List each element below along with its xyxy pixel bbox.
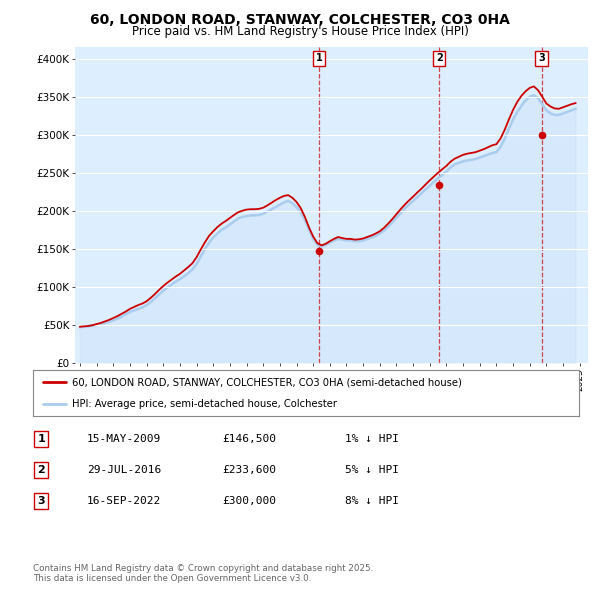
Text: 1: 1 xyxy=(316,53,323,63)
Text: 60, LONDON ROAD, STANWAY, COLCHESTER, CO3 0HA (semi-detached house): 60, LONDON ROAD, STANWAY, COLCHESTER, CO… xyxy=(73,378,462,388)
Text: 3: 3 xyxy=(38,496,45,506)
Text: 3: 3 xyxy=(538,53,545,63)
Text: Contains HM Land Registry data © Crown copyright and database right 2025.
This d: Contains HM Land Registry data © Crown c… xyxy=(33,563,373,583)
Text: 2: 2 xyxy=(38,465,45,475)
Text: Price paid vs. HM Land Registry's House Price Index (HPI): Price paid vs. HM Land Registry's House … xyxy=(131,25,469,38)
Text: 2: 2 xyxy=(436,53,443,63)
Text: 29-JUL-2016: 29-JUL-2016 xyxy=(87,465,161,475)
Text: 60, LONDON ROAD, STANWAY, COLCHESTER, CO3 0HA: 60, LONDON ROAD, STANWAY, COLCHESTER, CO… xyxy=(90,13,510,27)
Text: 1: 1 xyxy=(38,434,45,444)
Text: £146,500: £146,500 xyxy=(222,434,276,444)
Text: 5% ↓ HPI: 5% ↓ HPI xyxy=(345,465,399,475)
Text: £233,600: £233,600 xyxy=(222,465,276,475)
Text: 8% ↓ HPI: 8% ↓ HPI xyxy=(345,496,399,506)
Text: 16-SEP-2022: 16-SEP-2022 xyxy=(87,496,161,506)
Text: £300,000: £300,000 xyxy=(222,496,276,506)
Text: HPI: Average price, semi-detached house, Colchester: HPI: Average price, semi-detached house,… xyxy=(73,398,337,408)
Text: 1% ↓ HPI: 1% ↓ HPI xyxy=(345,434,399,444)
Text: 15-MAY-2009: 15-MAY-2009 xyxy=(87,434,161,444)
